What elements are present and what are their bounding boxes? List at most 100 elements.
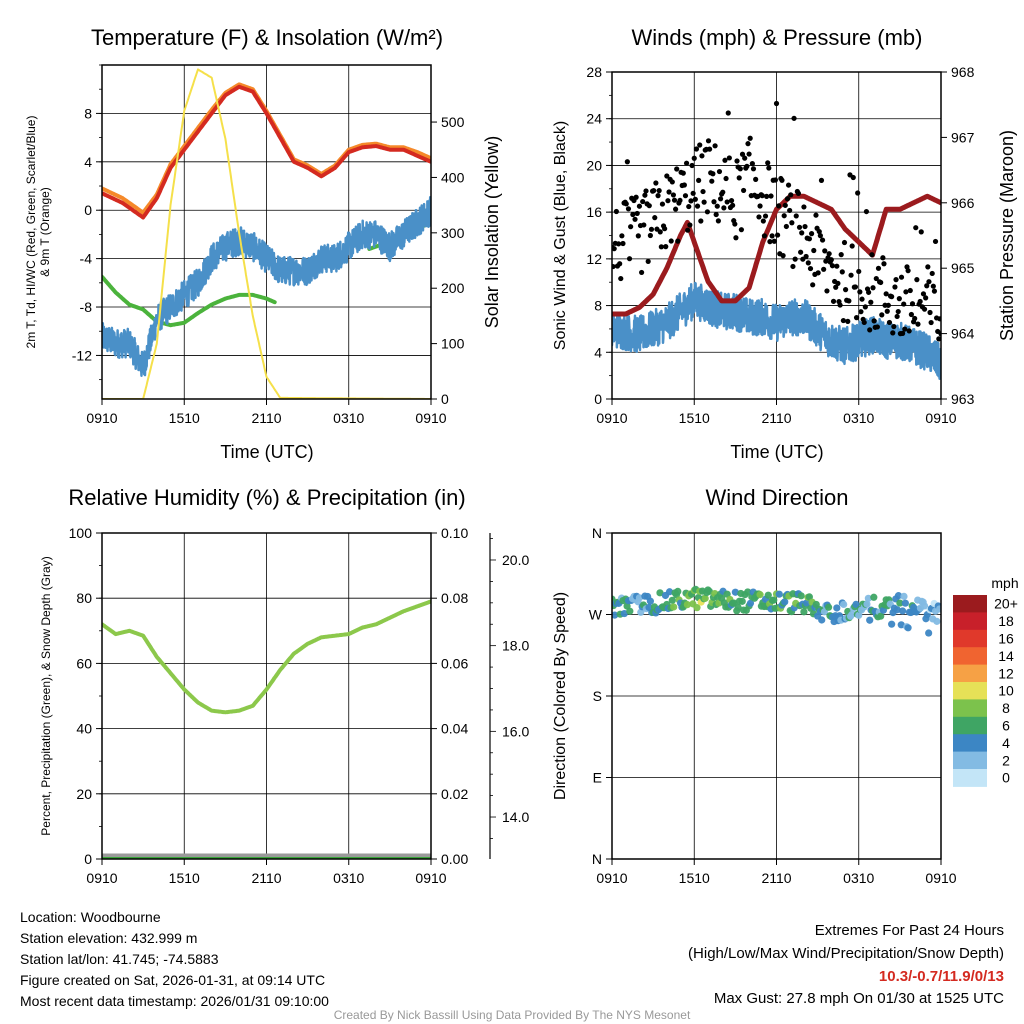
direction-point	[635, 594, 644, 602]
gust-point	[641, 222, 647, 228]
gust-point	[612, 263, 616, 270]
gust-point	[932, 238, 939, 245]
gust-point	[803, 253, 809, 260]
gust-point	[689, 162, 695, 169]
y-tick-label: 60	[76, 655, 92, 671]
gust-point	[664, 173, 670, 179]
colorbar-swatch	[953, 647, 987, 666]
gust-point	[893, 277, 899, 283]
y-right-tick-label: 966	[951, 195, 975, 211]
direction-point	[746, 599, 755, 607]
gust-point	[915, 321, 921, 327]
chart-title: Wind Direction	[705, 485, 848, 510]
gust-point	[914, 277, 920, 283]
gust-point	[795, 190, 802, 196]
gust-point	[723, 175, 729, 182]
gust-point	[902, 326, 908, 332]
direction-point	[670, 603, 678, 611]
gust-point	[705, 138, 712, 144]
direction-point	[800, 608, 808, 616]
gust-point	[728, 197, 735, 204]
snow-tick-label: 20.0	[502, 552, 529, 568]
y-tick-label: 16	[586, 204, 602, 220]
footer-elevation: Station elevation: 432.999 m	[20, 930, 197, 946]
gust-point	[806, 236, 813, 242]
y-axis-label: 2m T, Td, HI/WC (Red, Green, Scarlet/Blu…	[24, 116, 38, 349]
y-axis-label: Percent, Precipitation (Green), & Snow D…	[39, 556, 53, 835]
series-td	[102, 274, 277, 328]
x-axis-label: Time (UTC)	[730, 442, 823, 462]
gust-point	[828, 257, 834, 263]
gust-point	[766, 165, 772, 171]
gust-point	[712, 143, 718, 149]
plot-frame	[101, 64, 432, 400]
gust-point	[651, 188, 657, 194]
gust-point	[829, 263, 836, 269]
y-axis-label-right: Station Pressure (Maroon)	[997, 130, 1017, 341]
gust-point	[671, 197, 678, 203]
gust-point	[687, 222, 693, 228]
footer-created: Figure created on Sat, 2026-01-31, at 09…	[20, 972, 325, 988]
gust-point	[874, 324, 880, 330]
y-tick-label: 12	[586, 251, 602, 267]
direction-point	[775, 590, 783, 598]
colorbar-swatch	[953, 769, 987, 787]
gust-point	[811, 247, 817, 254]
x-tick-label: 0910	[415, 410, 446, 426]
x-tick-label: 0910	[596, 870, 627, 886]
y-tick-label: 24	[586, 111, 602, 127]
series-station-pressure	[612, 193, 941, 317]
gust-point	[717, 196, 724, 202]
gust-point	[636, 203, 643, 209]
plot-area	[612, 100, 941, 381]
y-axis-label: & 9m T (Orange)	[38, 187, 52, 277]
gust-point	[619, 233, 625, 239]
gust-point	[632, 216, 638, 222]
direction-point	[637, 608, 645, 616]
gust-point	[799, 230, 805, 236]
y-tick-label: W	[589, 607, 603, 623]
gust-point	[633, 194, 639, 200]
direction-point	[899, 607, 907, 615]
gust-point	[691, 155, 697, 161]
direction-point	[665, 588, 674, 596]
gust-point	[808, 231, 815, 237]
gust-point	[881, 261, 887, 267]
snow-tick-label: 18.0	[502, 638, 529, 654]
gust-point	[917, 298, 923, 305]
gust-point	[859, 296, 865, 302]
gust-point	[652, 215, 658, 221]
plot-frame	[611, 71, 942, 400]
colorbar-label: 6	[1002, 718, 1010, 734]
gust-point	[655, 193, 661, 199]
gust-point	[782, 202, 788, 208]
chart-panel-3: Wind Direction 0910 1510 2110 0310 0910 N E S W N D…	[552, 485, 1019, 886]
gust-point	[855, 190, 861, 196]
gust-point	[665, 198, 671, 204]
x-tick-label: 0310	[333, 870, 364, 886]
direction-point	[896, 599, 904, 607]
gust-point	[698, 218, 704, 224]
gust-point	[920, 291, 927, 297]
colorbar-label: 18	[998, 613, 1014, 629]
gust-point	[840, 317, 846, 324]
gust-point	[670, 192, 677, 198]
gust-point	[890, 330, 896, 336]
y-right-tick-label: 0.00	[441, 851, 468, 867]
direction-point	[864, 594, 872, 602]
direction-point	[933, 617, 941, 625]
gust-point	[776, 203, 782, 209]
x-tick-label: 0910	[925, 870, 956, 886]
gust-point	[701, 199, 707, 205]
gust-point	[613, 208, 619, 215]
gust-point	[624, 159, 630, 165]
colorbar-swatch	[953, 612, 987, 631]
y-right-tick-label: 300	[441, 225, 465, 241]
direction-point	[756, 591, 764, 599]
gust-point	[653, 180, 659, 186]
y-tick-label: 4	[594, 344, 602, 360]
gust-point	[769, 233, 775, 239]
extremes-title: Extremes For Past 24 Hours	[815, 922, 1004, 939]
